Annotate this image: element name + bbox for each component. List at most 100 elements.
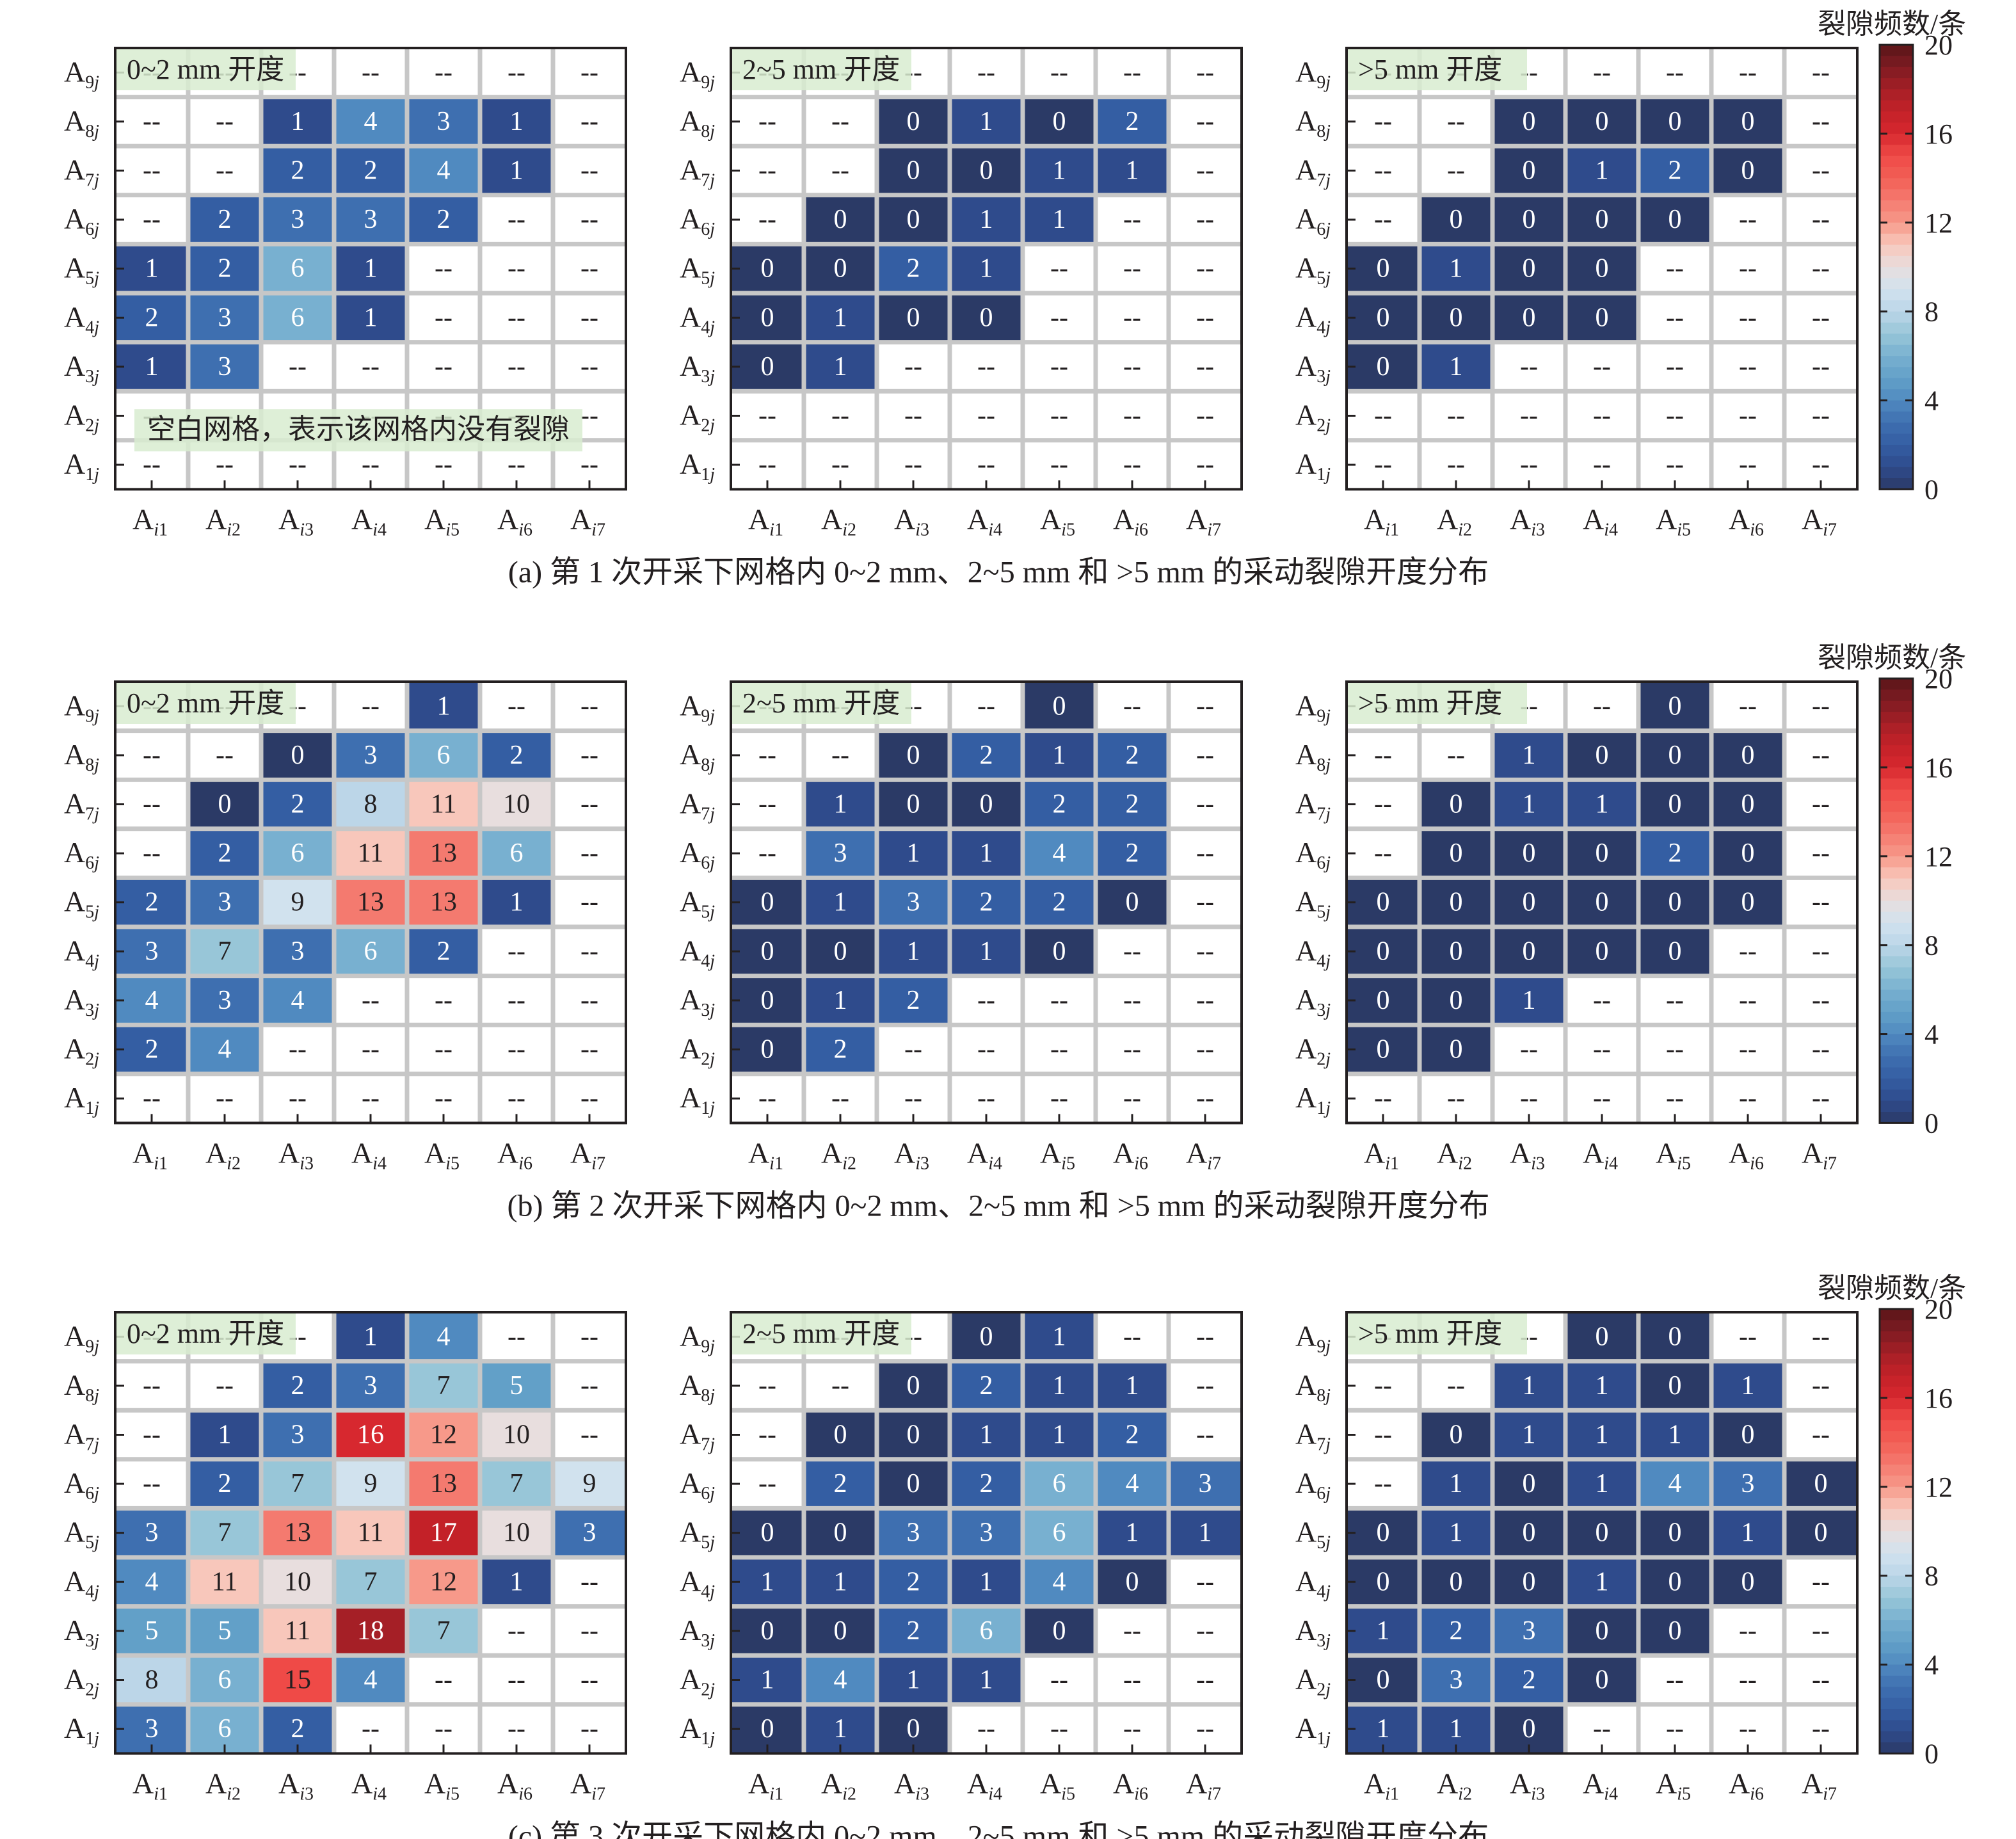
y-tick-label: A1j [1295,1081,1331,1118]
empty-cell-marker: -- [1812,1322,1830,1351]
y-tick-label: A1j [680,1081,715,1118]
cell-value: 0 [1450,986,1463,1015]
empty-cell-marker: -- [1812,352,1830,381]
empty-cell-marker: -- [1123,1616,1141,1646]
heatmap-cell [731,927,804,976]
colorbar-segment [1880,1056,1913,1068]
empty-cell-marker: -- [580,156,598,186]
empty-cell-marker: -- [1123,254,1141,284]
y-tick-label: A4j [1295,1564,1331,1602]
cell-value: 7 [437,1616,451,1646]
cell-value: 1 [980,205,993,234]
panel-tag-background [1348,1313,1527,1354]
empty-cell-marker: -- [1196,986,1214,1015]
heatmap-cell [261,976,334,1025]
colorbar-tick-label: 4 [1924,1650,1939,1681]
cell-value: 0 [834,254,847,284]
cell-value: 0 [907,156,920,186]
empty-cell-marker: -- [1196,58,1214,87]
empty-cell-marker: -- [1447,1084,1465,1113]
empty-cell-marker: -- [1812,1666,1830,1695]
heatmap-cell [261,97,334,147]
heatmap-cell [1711,97,1784,147]
y-tick-label: A9j [64,689,99,726]
x-tick-label: Ai7 [1802,1767,1837,1804]
empty-cell-marker: -- [1447,107,1465,136]
cell-value: 2 [907,986,920,1015]
cell-value: 0 [907,1371,920,1401]
colorbar-segment [1880,356,1913,368]
cell-value: 1 [1126,1371,1139,1401]
cell-value: 7 [364,1567,378,1596]
heatmap-cell [877,1655,950,1705]
empty-cell-marker: -- [216,156,234,186]
cell-value: 2 [1126,741,1139,770]
x-tick-label: Ai3 [278,1136,314,1173]
cell-value: 0 [1053,936,1066,966]
cell-value: 3 [145,1714,159,1744]
heatmap-cell [1638,1557,1711,1607]
colorbar-segment [1880,166,1913,179]
cell-value: 0 [761,1035,774,1064]
heatmap-cell [1565,1655,1638,1705]
x-tick-label: Ai7 [570,1136,605,1173]
empty-cell-marker: -- [1812,254,1830,284]
empty-cell-marker: -- [1050,303,1068,332]
empty-cell-marker: -- [435,58,452,87]
cell-value: 1 [437,691,451,721]
empty-cell-marker: -- [216,450,234,479]
x-tick-label: Ai6 [1729,1136,1764,1173]
heatmap-cell [407,1557,480,1607]
cell-value: 0 [761,254,774,284]
cell-value: 5 [218,1616,232,1646]
heatmap-cell [1096,1459,1169,1509]
heatmap-cell [877,828,950,878]
colorbar-segment [1880,1509,1913,1521]
empty-cell-marker: -- [831,450,849,479]
heatmap-cell [188,780,261,829]
empty-cell-marker: -- [1812,986,1830,1015]
cell-value: 1 [1523,1420,1536,1450]
cell-value: 3 [145,1518,159,1548]
cell-value: 8 [145,1666,159,1695]
colorbar-segment [1880,1708,1913,1721]
x-tick-label: Ai2 [821,1136,856,1173]
heatmap-cell [950,1361,1023,1411]
panel-tag-background [116,683,296,724]
cell-value: 1 [510,1567,524,1596]
x-tick-label: Ai1 [132,1767,168,1804]
heatmap-cell [261,1557,334,1607]
empty-cell-marker: -- [1374,450,1392,479]
heatmap-cell [1492,195,1565,245]
cell-value: 5 [510,1371,524,1401]
heatmap-cell [1420,244,1492,293]
colorbar-segment [1880,1742,1913,1754]
y-tick-label: A2j [1295,399,1331,436]
heatmap-cell [1638,1459,1711,1509]
cell-value: 0 [1668,1616,1682,1646]
empty-cell-marker: -- [1812,741,1830,770]
heatmap-cell [1638,878,1711,927]
colorbar-segment [1880,456,1913,468]
heatmap-cell [188,878,261,927]
empty-cell-marker: -- [831,1371,849,1401]
y-tick-label: A1j [1295,447,1331,485]
empty-cell-marker: -- [1447,450,1465,479]
empty-cell-marker: -- [362,352,380,381]
colorbar-segment [1880,1486,1913,1498]
heatmap-cell [877,730,950,780]
colorbar-segment [1880,78,1913,90]
empty-cell-marker: -- [1050,1714,1068,1744]
colorbar-segment [1880,467,1913,479]
heatmap-cell [950,1557,1023,1607]
colorbar-segment [1880,990,1913,1002]
heatmap-cell [1492,1361,1565,1411]
heatmap-cell [1169,1508,1242,1557]
x-tick-label: Ai5 [1656,1767,1691,1804]
empty-cell-marker: -- [580,1420,598,1450]
colorbar-segment [1880,1720,1913,1732]
empty-cell-marker: -- [904,1084,922,1113]
heatmap-cell [334,1606,407,1656]
x-tick-label: Ai6 [497,502,532,540]
